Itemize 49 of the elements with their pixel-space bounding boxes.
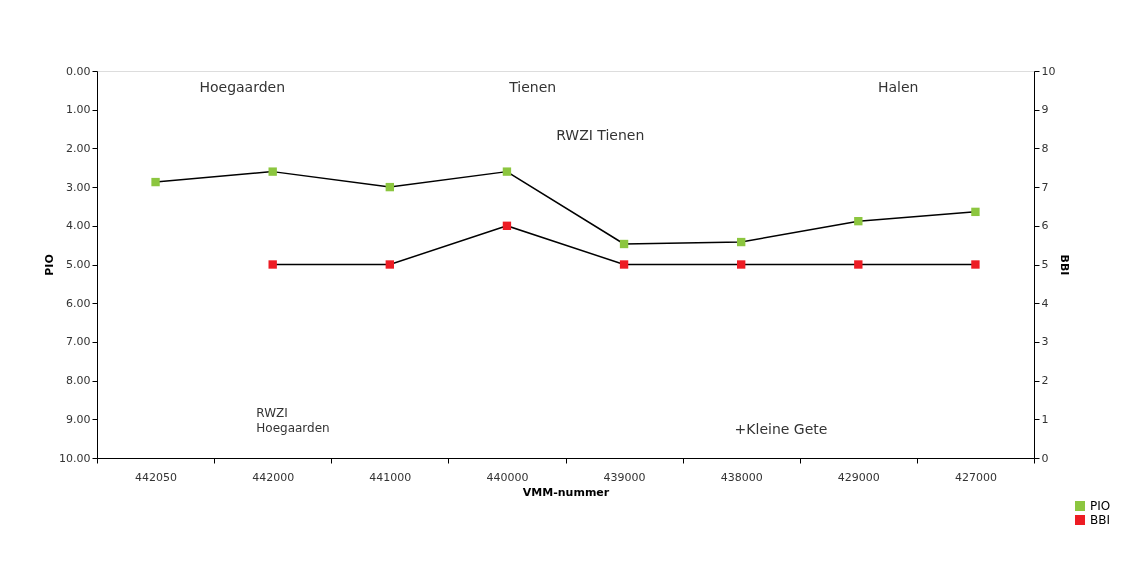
point (737, 237, 746, 247)
annotation: Halen (877, 78, 919, 95)
y-tick-label: 1.00 (66, 103, 91, 117)
point (971, 207, 980, 217)
point (619, 239, 629, 249)
y2-tick-label: 0 (1041, 451, 1049, 465)
y-tick-label: 9.00 (66, 412, 91, 426)
y2-tick-label: 2 (1041, 374, 1049, 388)
x-tick-label: 438000 (720, 470, 763, 484)
y2-axis-title: BBI (1058, 254, 1072, 276)
point (502, 167, 512, 176)
annotation: Hoegaarden (199, 78, 286, 95)
annotation: RWZI Hoegaarden (256, 405, 330, 435)
y-axis-title: PIO (43, 254, 57, 276)
y2-tick-label: 5 (1041, 258, 1049, 271)
x-tick-label: 429000 (837, 470, 880, 484)
legend-label: PIO (1090, 499, 1111, 513)
y2-tick-label: 7 (1041, 180, 1049, 194)
y2-tick-label: 1 (1041, 412, 1049, 426)
y-tick-label: 10.00 (59, 451, 91, 465)
y2-tick-label: 9 (1041, 103, 1049, 117)
y-tick-label: 8.00 (66, 374, 91, 388)
point (854, 216, 863, 226)
x-tick-label: 427000 (954, 470, 997, 484)
point (385, 182, 394, 192)
y2-tick-label: 3 (1041, 335, 1049, 349)
x-tick-label: 442050 (135, 470, 178, 484)
x-tick-label: 439000 (603, 470, 646, 484)
y-tick-label: 6.00 (66, 296, 91, 310)
x-tick-label: 441000 (369, 470, 412, 484)
y-tick-label: 2.00 (66, 141, 91, 155)
annotation: RWZI Tienen (556, 127, 645, 144)
annotation: Tienen (508, 78, 557, 95)
y2-tick-label: 8 (1041, 141, 1049, 155)
point (151, 177, 160, 187)
annotation: +Kleine Gete (734, 421, 828, 438)
y-tick-label: 4.00 (66, 219, 91, 233)
x-tick-label: 442000 (252, 470, 295, 484)
y2-tick-label: 4 (1041, 296, 1049, 310)
y2-tick-label: 10 (1041, 64, 1056, 78)
point (268, 167, 277, 176)
y2-tick-label: 6 (1041, 219, 1049, 233)
y-tick-label: 3.00 (66, 180, 91, 194)
legend-label: BBI (1090, 513, 1111, 527)
y-tick-label: 5.00 (66, 258, 91, 271)
x-axis-title: VMM-nummer (522, 485, 610, 499)
x-tick-label: 440000 (486, 470, 529, 484)
y-tick-label: 0.00 (66, 64, 91, 78)
y-tick-label: 7.00 (66, 335, 91, 349)
